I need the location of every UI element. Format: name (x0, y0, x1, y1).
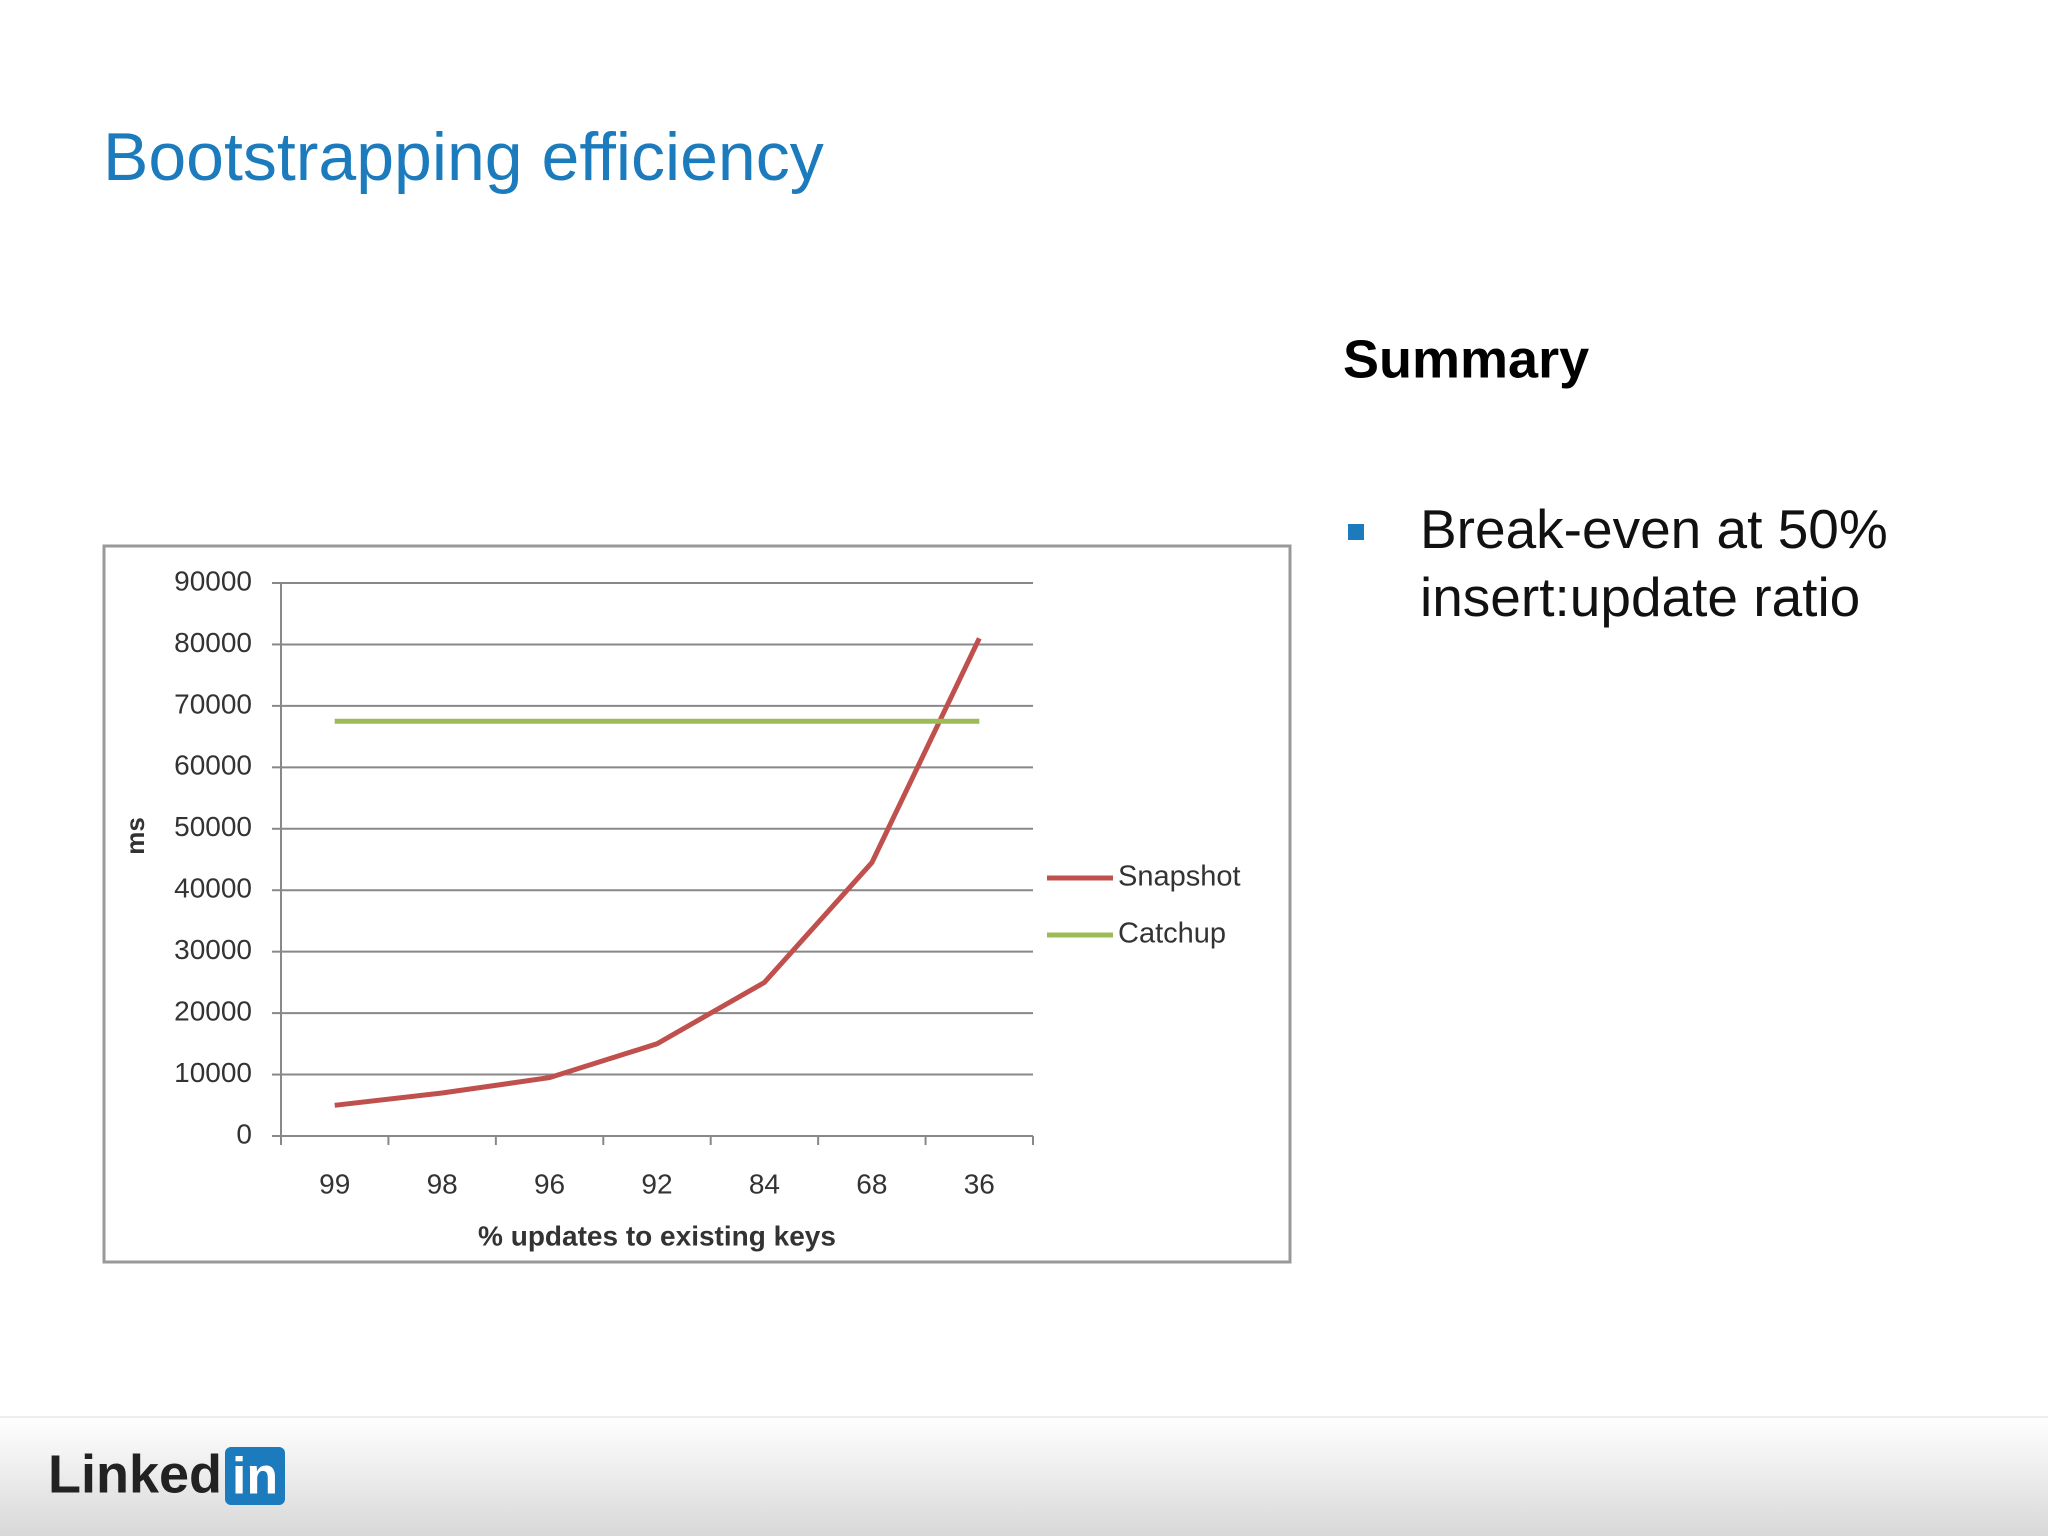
summary-heading: Summary (1343, 329, 1589, 389)
legend-label: Catchup (1118, 918, 1226, 950)
x-tick-label: 96 (534, 1168, 565, 1199)
x-tick-label: 92 (641, 1168, 672, 1199)
y-tick-label: 70000 (174, 688, 252, 719)
y-tick-label: 40000 (174, 873, 252, 904)
y-tick-label: 60000 (174, 750, 252, 781)
slide-title: Bootstrapping efficiency (103, 119, 824, 195)
y-tick-label: 30000 (174, 934, 252, 965)
x-tick-label: 84 (749, 1168, 780, 1199)
series-line (334, 637, 982, 1108)
x-tick-label: 99 (319, 1168, 350, 1199)
bullet (1348, 524, 1364, 540)
footer (0, 1417, 2048, 1536)
bullet-text: Break-even at 50% insert:update ratio (1420, 498, 1888, 628)
x-tick-label: 68 (856, 1168, 887, 1199)
y-axis-label: ms (120, 817, 150, 855)
y-tick-label: 90000 (174, 565, 252, 596)
x-tick-label: 36 (964, 1168, 995, 1199)
y-tick-label: 20000 (174, 996, 252, 1027)
chart-frame (102, 544, 1292, 1264)
x-axis-label: % updates to existing keys (478, 1220, 836, 1251)
y-tick-label: 80000 (174, 627, 252, 658)
y-tick-label: 0 (236, 1118, 252, 1149)
logo-badge-text: in (232, 1448, 278, 1506)
x-tick-label: 98 (427, 1168, 458, 1199)
y-tick-label: 50000 (174, 811, 252, 842)
y-tick-label: 10000 (174, 1057, 252, 1088)
legend-label: Snapshot (1118, 861, 1241, 893)
logo-text: Linked (48, 1444, 222, 1504)
logo-badge (225, 1447, 285, 1505)
